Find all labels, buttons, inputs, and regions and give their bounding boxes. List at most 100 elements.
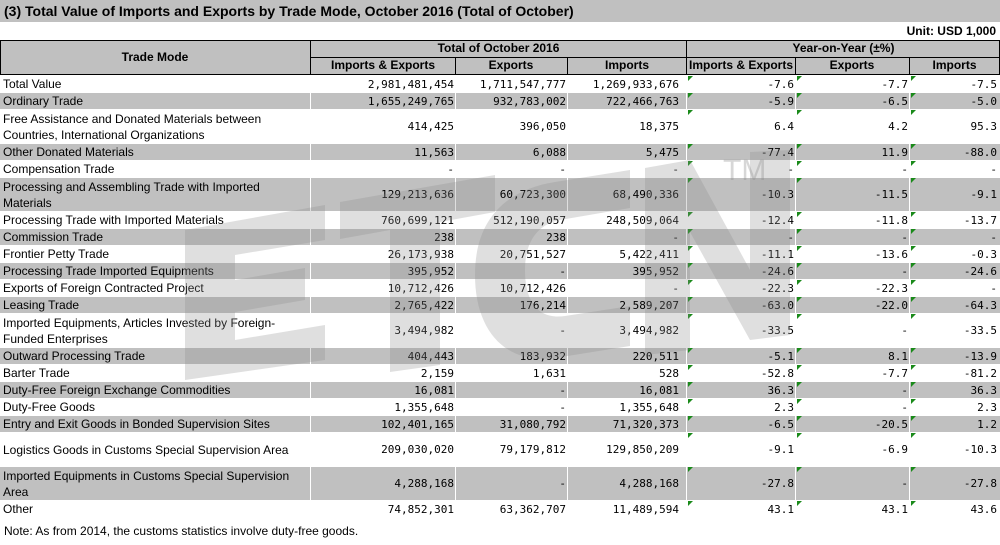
cell-imports: 16,081 — [639, 383, 679, 397]
cell-marker-icon — [688, 144, 693, 149]
cell-marker-icon — [688, 365, 693, 370]
column-divider — [686, 467, 687, 500]
column-divider — [795, 144, 796, 160]
table-row: Exports of Foreign Contracted Project 10,… — [0, 279, 1000, 296]
cell-yoy-exports: - — [901, 264, 908, 278]
row-label: Other — [3, 502, 34, 516]
column-divider — [909, 416, 910, 432]
column-divider — [686, 348, 687, 364]
cell-yoy-exports: - — [901, 162, 908, 176]
column-divider — [310, 246, 311, 262]
cell-imports-exports: 16,081 — [414, 383, 454, 397]
table-row: Commission Trade 238 238 - - - - — [0, 228, 1000, 245]
cell-yoy-imports: -64.3 — [963, 298, 997, 312]
column-divider — [455, 348, 456, 364]
cell-yoy-imports: -5.0 — [970, 94, 998, 108]
cell-marker-icon — [797, 467, 802, 472]
column-divider — [310, 263, 311, 279]
column-divider — [310, 348, 311, 364]
cell-marker-icon — [688, 416, 693, 421]
header-rule-mid — [311, 57, 1000, 58]
column-divider — [795, 263, 796, 279]
column-divider — [909, 467, 910, 500]
cell-marker-icon — [797, 348, 802, 353]
cell-marker-icon — [911, 110, 916, 115]
column-divider — [567, 382, 568, 398]
cell-yoy-exports: 11.9 — [881, 145, 909, 159]
unit-label: Unit: USD 1,000 — [906, 24, 996, 38]
column-divider — [795, 178, 796, 211]
cell-imports: 11,489,594 — [612, 502, 679, 516]
cell-yoy-exports: -11.8 — [874, 213, 908, 227]
cell-yoy-imports: -9.1 — [970, 188, 998, 201]
column-divider — [567, 297, 568, 313]
cell-exports: - — [559, 400, 566, 414]
table-row: Duty-Free Foreign Exchange Commodities 16… — [0, 381, 1000, 398]
cell-exports: 512,190,057 — [493, 213, 566, 227]
cell-marker-icon — [911, 365, 916, 370]
column-divider — [909, 348, 910, 364]
row-label: Exports of Foreign Contracted Project — [3, 281, 204, 295]
cell-imports-exports: 760,699,121 — [381, 213, 454, 227]
cell-yoy-imports: -13.7 — [963, 213, 997, 227]
cell-yoy-imports-exports: -33.5 — [760, 324, 794, 337]
column-divider — [686, 280, 687, 296]
column-divider — [795, 399, 796, 415]
cell-exports: - — [559, 477, 566, 490]
cell-yoy-imports-exports: -9.1 — [767, 443, 795, 456]
column-divider — [795, 433, 796, 466]
cell-marker-icon — [911, 161, 916, 166]
column-divider — [455, 501, 456, 517]
cell-imports-exports: 404,443 — [407, 349, 454, 363]
row-label: Total Value — [3, 77, 62, 91]
column-divider — [567, 416, 568, 432]
header-divider — [0, 40, 1, 74]
column-divider — [455, 365, 456, 381]
column-divider — [795, 365, 796, 381]
header-rule-top — [0, 40, 1000, 41]
column-divider — [567, 263, 568, 279]
cell-marker-icon — [797, 263, 802, 268]
column-divider — [686, 433, 687, 466]
column-divider — [909, 229, 910, 245]
cell-imports: - — [672, 281, 679, 295]
cell-yoy-exports: -22.0 — [874, 298, 908, 312]
cell-yoy-imports-exports: -12.4 — [760, 213, 794, 227]
cell-yoy-imports-exports: -6.5 — [767, 417, 795, 431]
cell-imports-exports: 3,494,982 — [394, 324, 454, 337]
column-divider — [455, 178, 456, 211]
cell-marker-icon — [797, 399, 802, 404]
cell-marker-icon — [797, 76, 802, 81]
cell-marker-icon — [688, 467, 693, 472]
cell-marker-icon — [688, 76, 693, 81]
cell-yoy-imports-exports: -7.6 — [767, 77, 795, 91]
cell-yoy-imports-exports: -24.6 — [760, 264, 794, 278]
cell-yoy-imports: -13.9 — [963, 349, 997, 363]
cell-yoy-imports: - — [990, 281, 997, 295]
column-divider — [795, 76, 796, 92]
cell-imports-exports: 238 — [434, 230, 454, 244]
cell-imports: - — [672, 230, 679, 244]
column-divider — [455, 416, 456, 432]
row-label: Processing Trade Imported Equipments — [3, 264, 214, 278]
cell-imports: 220,511 — [632, 349, 679, 363]
cell-imports: 722,466,763 — [606, 94, 679, 108]
column-divider — [567, 246, 568, 262]
column-divider — [909, 314, 910, 347]
row-label: Leasing Trade — [3, 298, 80, 312]
column-divider — [795, 501, 796, 517]
column-divider — [455, 280, 456, 296]
column-divider — [310, 178, 311, 211]
column-divider — [567, 399, 568, 415]
column-divider — [795, 382, 796, 398]
table-row: Frontier Petty Trade 26,173,938 20,751,527… — [0, 245, 1000, 262]
column-divider — [686, 178, 687, 211]
cell-imports: 1,355,648 — [619, 400, 679, 414]
cell-yoy-exports: 4.2 — [888, 120, 908, 133]
table-row: Barter Trade 2,159 1,631 528 -52.8 -7.7 -81.2 — [0, 364, 1000, 381]
cell-imports: - — [672, 162, 679, 176]
column-divider — [909, 365, 910, 381]
cell-yoy-exports: - — [901, 230, 908, 244]
header-year-on-year: Year-on-Year (±%) — [792, 41, 895, 55]
column-divider — [310, 399, 311, 415]
